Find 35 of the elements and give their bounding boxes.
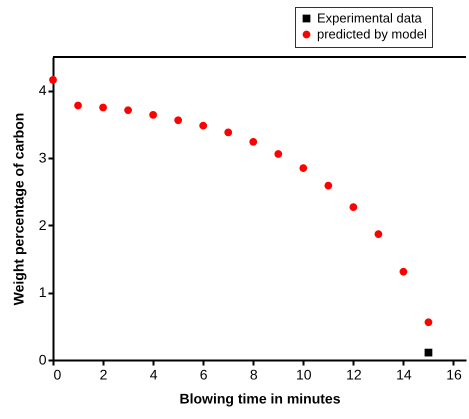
point <box>274 150 282 158</box>
y-tick-label: 3 <box>38 150 47 166</box>
y-axis-title: Weight percentage of carbon <box>10 112 27 306</box>
x-tick-label: 4 <box>150 366 158 382</box>
y-tick-label: 0 <box>38 352 47 368</box>
y-tick-label: 2 <box>38 216 47 233</box>
point <box>174 116 182 124</box>
point <box>74 102 82 110</box>
legend-label: predicted by model <box>317 26 427 42</box>
point <box>299 164 308 172</box>
y-tick-label: 1 <box>38 284 47 300</box>
point <box>324 182 332 190</box>
x-tick-label: 16 <box>446 366 462 382</box>
point <box>249 138 258 146</box>
point <box>400 268 408 276</box>
x-tick-label: 6 <box>200 366 208 382</box>
x-axis-title: Blowing time in minutes <box>179 390 341 406</box>
point <box>124 106 132 114</box>
point <box>199 122 208 130</box>
point <box>224 128 232 136</box>
point <box>99 104 107 112</box>
point <box>349 203 358 212</box>
legend-label: Experimental data <box>317 10 423 26</box>
point <box>49 76 57 84</box>
point <box>149 111 157 119</box>
point <box>374 230 382 238</box>
x-tick-label: 2 <box>100 366 108 382</box>
point <box>424 318 432 326</box>
x-tick-label: 0 <box>54 366 62 382</box>
x-tick-label: 8 <box>250 366 258 382</box>
x-tick-label: 12 <box>346 366 362 382</box>
y-tick-label: 4 <box>38 82 47 98</box>
x-tick-label: 14 <box>396 366 412 382</box>
point <box>424 348 432 356</box>
x-tick-label: 10 <box>296 366 312 382</box>
